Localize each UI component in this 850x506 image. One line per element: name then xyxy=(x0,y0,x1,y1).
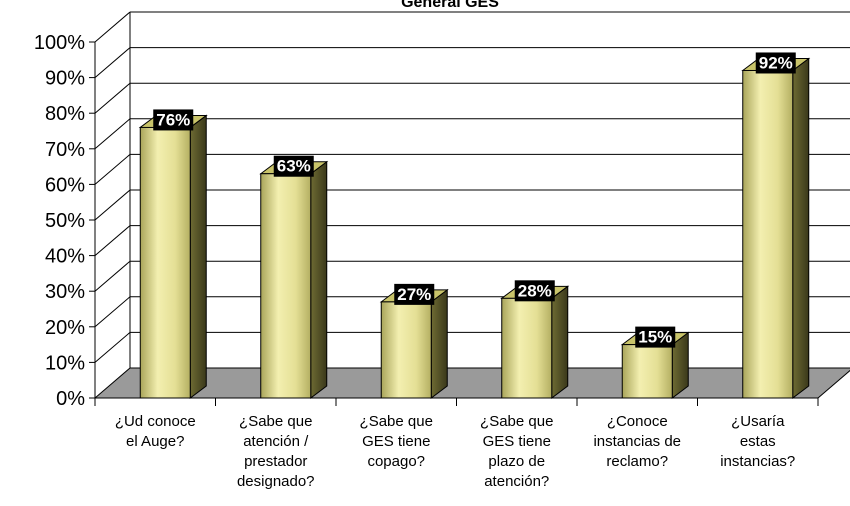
bar-side xyxy=(551,285,569,399)
bar-front xyxy=(501,297,553,399)
category-label: prestador xyxy=(244,453,307,470)
bar: 92% xyxy=(741,52,811,399)
category-label: instancias de xyxy=(593,433,681,450)
data-label: 63% xyxy=(277,157,311,176)
gridline-diagonal xyxy=(94,332,131,363)
y-tick-label: 0% xyxy=(56,388,85,410)
category-label: plazo de xyxy=(488,453,545,470)
y-tick-label: 90% xyxy=(45,68,85,90)
data-label-background xyxy=(635,326,676,348)
gridline-diagonal xyxy=(94,118,131,150)
y-tick-label: 40% xyxy=(45,246,85,268)
bar-front xyxy=(260,173,312,399)
bar-side xyxy=(430,288,448,399)
data-label: 76% xyxy=(156,110,190,129)
y-tick-label: 30% xyxy=(45,281,85,303)
gridline-diagonal xyxy=(94,260,131,292)
category-label: el Auge? xyxy=(126,433,184,450)
gridline-diagonal xyxy=(94,11,131,43)
data-label: 27% xyxy=(397,285,431,304)
category-label: GES tiene xyxy=(483,433,551,450)
category-label: ¿Conoce xyxy=(607,413,668,430)
data-label-background xyxy=(394,283,435,305)
bar-front xyxy=(742,69,794,399)
category-label: copago? xyxy=(367,453,425,470)
category-label: reclamo? xyxy=(606,453,668,470)
category-label: ¿Ud conoce xyxy=(115,413,196,430)
data-label: 92% xyxy=(759,53,793,72)
gridline-diagonal xyxy=(94,154,131,185)
bar-front xyxy=(380,301,432,399)
category-label: designado? xyxy=(237,473,315,490)
category-label: estas xyxy=(740,433,776,450)
y-axis: 0% 10% 20% 30% 40% 50% 60% 70% 80% 90% 100% xyxy=(34,32,96,410)
data-label-background xyxy=(273,155,314,177)
gridline-diagonal xyxy=(94,82,131,114)
data-label-background xyxy=(514,280,555,302)
category-label: GES tiene xyxy=(362,433,430,450)
chart-title: General GES xyxy=(401,0,499,11)
data-label-background xyxy=(153,109,194,131)
gridline-diagonal xyxy=(94,189,131,221)
data-label: 28% xyxy=(518,281,552,300)
gridline-diagonal xyxy=(94,47,131,78)
data-label: 15% xyxy=(638,328,672,347)
y-tick-label: 60% xyxy=(45,174,85,196)
y-tick-label: 80% xyxy=(45,103,85,125)
bars: 76% 63% 27% 28% 15% 92% xyxy=(138,52,811,399)
gridline-diagonal xyxy=(94,296,131,328)
chart-floor xyxy=(93,367,850,399)
category-labels: ¿Ud conoce el Auge? ¿Sabe que atención / pre… xyxy=(94,398,819,490)
category-label: instancias? xyxy=(720,453,795,470)
bar: 27% xyxy=(379,283,449,399)
category-label: atención / xyxy=(243,433,309,450)
y-tick-label: 70% xyxy=(45,139,85,161)
y-tick-label: 10% xyxy=(45,352,85,374)
y-tick-label: 50% xyxy=(45,210,85,232)
category-label: ¿Sabe que xyxy=(360,413,433,430)
y-tick-label: 20% xyxy=(45,317,85,339)
bar: 28% xyxy=(500,280,570,399)
data-label-background xyxy=(755,52,796,74)
y-tick-label: 100% xyxy=(34,32,85,54)
bar-front xyxy=(621,344,673,399)
bar-side xyxy=(792,57,810,399)
category-label: ¿Usaría xyxy=(731,413,785,430)
bar: 76% xyxy=(138,109,208,399)
bar: 15% xyxy=(620,326,690,399)
bar-front xyxy=(139,126,191,399)
category-label: ¿Sabe que xyxy=(239,413,312,430)
grid xyxy=(93,11,850,399)
category-label: atención? xyxy=(484,473,549,490)
bar: 63% xyxy=(259,155,329,399)
gridline-diagonal xyxy=(94,225,131,256)
bar-side xyxy=(189,114,207,399)
category-label: ¿Sabe que xyxy=(480,413,553,430)
bar-side xyxy=(310,160,328,399)
